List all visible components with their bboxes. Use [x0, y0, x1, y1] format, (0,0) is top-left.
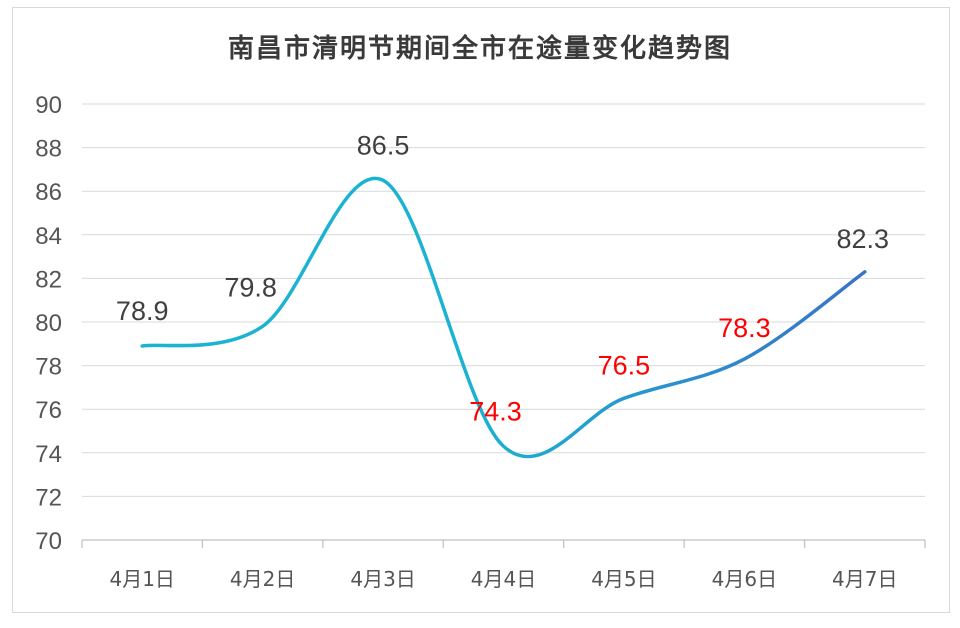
- data-label: 74.3: [469, 396, 522, 426]
- y-axis-tick-labels: 70 72 74 76 78 80 82 84 86 88 90: [35, 92, 62, 555]
- x-tick-label: 4月1日: [109, 567, 174, 591]
- y-tick-label: 74: [35, 441, 62, 468]
- y-tick-label: 72: [35, 484, 62, 511]
- y-tick-label: 82: [35, 266, 62, 293]
- data-labels: 78.9 79.8 86.5 74.3 76.5 78.3 82.3: [116, 130, 889, 426]
- y-tick-label: 76: [35, 397, 62, 424]
- x-tick-label: 4月5日: [591, 567, 656, 591]
- chart-frame: [12, 7, 950, 613]
- data-label: 78.9: [116, 296, 169, 326]
- data-label: 76.5: [598, 350, 651, 380]
- data-label: 79.8: [224, 272, 277, 302]
- y-tick-label: 88: [35, 136, 62, 163]
- x-tick-label: 4月3日: [350, 567, 415, 591]
- x-tick-label: 4月7日: [832, 567, 897, 591]
- y-tick-label: 78: [35, 354, 62, 381]
- x-tick-label: 4月2日: [230, 567, 295, 591]
- y-tick-label: 90: [35, 92, 62, 119]
- data-label: 82.3: [837, 224, 890, 254]
- data-label: 78.3: [718, 313, 771, 343]
- data-label: 86.5: [357, 130, 410, 160]
- x-axis: [81, 539, 926, 548]
- y-tick-label: 70: [35, 528, 62, 555]
- gridlines: [82, 103, 925, 497]
- chart-title: 南昌市清明节期间全市在途量变化趋势图: [227, 34, 732, 64]
- x-axis-tick-labels: 4月1日 4月2日 4月3日 4月4日 4月5日 4月6日 4月7日: [109, 567, 897, 591]
- y-tick-label: 86: [35, 179, 62, 206]
- x-tick-label: 4月4日: [471, 567, 536, 591]
- y-tick-label: 84: [35, 223, 62, 250]
- x-tick-label: 4月6日: [712, 567, 777, 591]
- series-line-layer: [140, 176, 867, 459]
- series-line: [140, 176, 867, 459]
- y-tick-label: 80: [35, 310, 62, 337]
